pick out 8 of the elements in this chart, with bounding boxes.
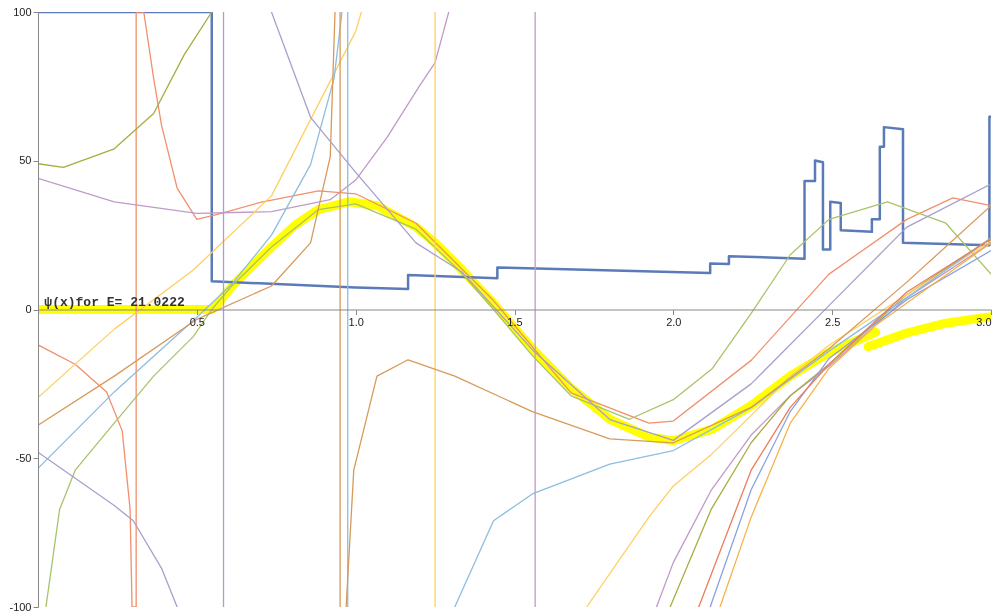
x-tick-label: 1.0 [348,316,364,328]
x-tick-label: 2.0 [666,316,682,328]
y-tick-label: 100 [13,5,32,18]
y-tick-label: -50 [15,451,32,464]
y-tick-label: -100 [9,600,32,613]
y-tick-label: 50 [19,154,32,167]
x-tick-label: 2.5 [825,316,841,328]
y-tick-label: 0 [25,303,32,315]
